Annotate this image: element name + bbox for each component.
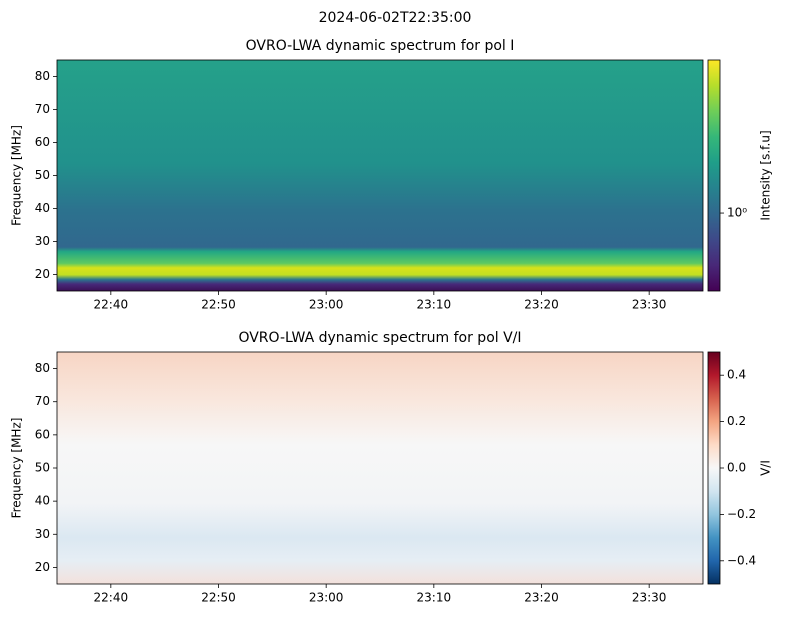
colorbar-tick-label: 0.2 <box>727 414 746 428</box>
y-tick-label: 40 <box>35 494 50 508</box>
colorbar-tick-label: 0.0 <box>727 461 746 475</box>
y-tick-label: 60 <box>35 135 50 149</box>
y-tick-label: 30 <box>35 234 50 248</box>
y-axis-label: Frequency [MHz] <box>10 125 24 226</box>
x-tick-label: 23:30 <box>632 298 667 312</box>
y-tick-label: 80 <box>35 361 50 375</box>
y-tick-label: 70 <box>35 102 50 116</box>
x-tick-label: 23:10 <box>417 298 452 312</box>
colorbar-tick-label: −0.4 <box>727 553 756 567</box>
y-axis-label: Frequency [MHz] <box>10 418 24 519</box>
colorbar-tick-label: −0.2 <box>727 507 756 521</box>
panel-title: OVRO-LWA dynamic spectrum for pol V/I <box>238 330 521 346</box>
x-tick-label: 22:40 <box>94 591 129 605</box>
y-tick-label: 30 <box>35 527 50 541</box>
colorbar-label: Intensity [s.f.u] <box>759 130 773 220</box>
x-tick-label: 23:20 <box>524 298 559 312</box>
y-tick-label: 50 <box>35 461 50 475</box>
y-tick-label: 60 <box>35 427 50 441</box>
colorbar-tick-label: 10⁰ <box>727 206 747 220</box>
x-tick-label: 23:10 <box>417 591 452 605</box>
y-tick-label: 20 <box>35 560 50 574</box>
colorbar-label: V/I <box>759 460 773 476</box>
colorbar <box>707 59 721 292</box>
colorbar <box>707 351 721 585</box>
y-tick-label: 40 <box>35 201 50 215</box>
figure-title: 2024-06-02T22:35:00 <box>319 10 472 26</box>
y-tick-label: 20 <box>35 267 50 281</box>
y-tick-label: 80 <box>35 69 50 83</box>
heatmap-image <box>57 352 703 584</box>
x-tick-label: 23:00 <box>309 298 344 312</box>
x-tick-label: 22:40 <box>94 298 129 312</box>
x-tick-label: 23:00 <box>309 591 344 605</box>
y-tick-label: 70 <box>35 394 50 408</box>
x-tick-label: 23:30 <box>632 591 667 605</box>
colorbar-tick-label: 0.4 <box>727 368 746 382</box>
y-tick-label: 50 <box>35 168 50 182</box>
panel-title: OVRO-LWA dynamic spectrum for pol I <box>246 38 515 54</box>
heatmap-image <box>57 60 703 291</box>
x-tick-label: 23:20 <box>524 591 559 605</box>
x-tick-label: 22:50 <box>201 591 236 605</box>
x-tick-label: 22:50 <box>201 298 236 312</box>
